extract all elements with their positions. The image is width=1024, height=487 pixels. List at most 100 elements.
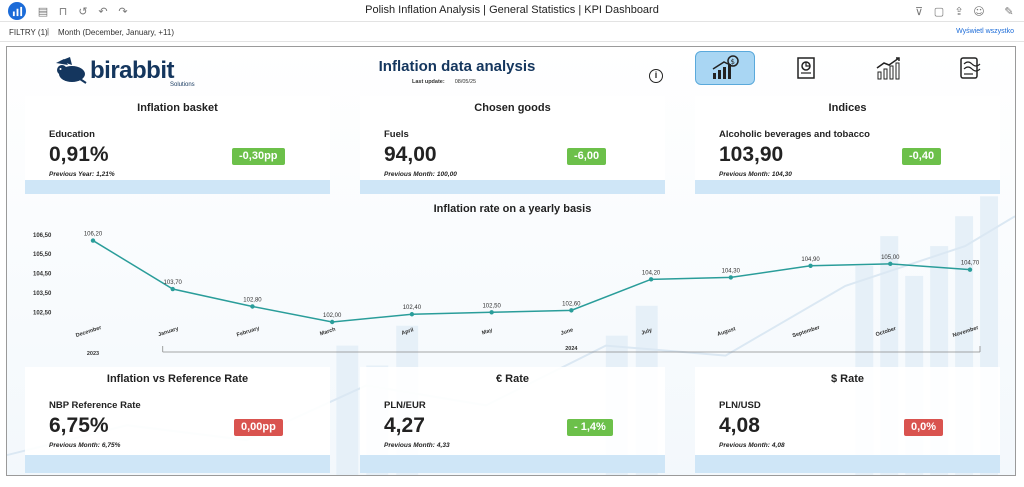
series-line bbox=[92, 239, 971, 323]
data-point bbox=[329, 319, 335, 325]
previous-label: Previous Month: bbox=[384, 171, 435, 178]
data-label: 104,30 bbox=[722, 268, 741, 274]
chart-title: Inflation rate on a yearly basis bbox=[433, 203, 592, 215]
card-subtitle: Fuels bbox=[384, 129, 409, 140]
data-point bbox=[409, 312, 415, 317]
previous-number: 1,21% bbox=[96, 171, 115, 178]
app-title: Polish Inflation Analysis | General Stat… bbox=[365, 4, 659, 16]
x-tick-label: December bbox=[75, 325, 103, 339]
change-badge: -0,40 bbox=[902, 148, 942, 165]
previous-number: 4,33 bbox=[436, 442, 450, 449]
data-label: 104,70 bbox=[961, 261, 980, 267]
card-value: 4,27 bbox=[384, 414, 425, 437]
card-title: Indices bbox=[828, 102, 867, 114]
redo-icon[interactable]: ↷ bbox=[118, 4, 128, 18]
card-strip bbox=[360, 180, 665, 194]
x-tick-label: January bbox=[157, 326, 180, 339]
previous-number: 104,30 bbox=[771, 171, 792, 178]
card-title: € Rate bbox=[495, 373, 530, 385]
data-point bbox=[489, 310, 494, 315]
document-icon[interactable]: ▤ bbox=[37, 4, 49, 18]
dashboard-canvas: birabbit Solutions Inflation data analys… bbox=[6, 46, 1016, 476]
data-label: 106,20 bbox=[84, 232, 103, 238]
card-strip bbox=[25, 180, 330, 194]
show-all-link[interactable]: Wyświetl wszystko bbox=[956, 28, 1014, 35]
data-point bbox=[888, 261, 893, 267]
previous-label: Previous Month: bbox=[384, 442, 435, 449]
info-icon[interactable]: i bbox=[649, 69, 663, 83]
data-label: 102,00 bbox=[323, 313, 342, 319]
change-badge: 0,00pp bbox=[234, 419, 283, 436]
x-tick-label: August bbox=[717, 326, 737, 338]
previous-number: 6,75% bbox=[101, 442, 121, 449]
card-title: Chosen goods bbox=[474, 102, 551, 114]
undo-icon[interactable]: ↶ bbox=[98, 4, 108, 18]
data-label: 102,60 bbox=[562, 301, 581, 307]
card-title: Inflation vs Reference Rate bbox=[106, 373, 249, 385]
card-subtitle: PLN/EUR bbox=[384, 400, 426, 411]
year-label: 2023 bbox=[87, 351, 99, 357]
dashboard-title: Inflation data analysis bbox=[378, 58, 536, 75]
nav-document-stats[interactable] bbox=[777, 51, 837, 85]
x-tick-label: June bbox=[560, 327, 574, 337]
x-tick-label: July bbox=[641, 327, 654, 336]
user-icon[interactable]: ☺ bbox=[973, 4, 985, 18]
previous-number: 100,00 bbox=[436, 171, 457, 178]
y-tick-label: 106,50 bbox=[33, 233, 52, 239]
filter-chip-month[interactable]: Month (December, January, +11) bbox=[58, 28, 174, 37]
bar-chart-icon[interactable] bbox=[8, 2, 26, 20]
card-strip bbox=[360, 455, 665, 473]
data-point bbox=[967, 267, 973, 272]
rabbit-logo-icon bbox=[56, 57, 87, 84]
card-strip bbox=[695, 180, 1000, 194]
x-tick-label: March bbox=[319, 326, 337, 337]
data-point bbox=[250, 304, 255, 309]
filter-count[interactable]: FILTRY (1) bbox=[9, 28, 48, 37]
card-subtitle: Education bbox=[49, 129, 95, 140]
share-icon[interactable]: ⇪ bbox=[954, 4, 964, 18]
last-update: Last update: 08/05/25 bbox=[412, 79, 476, 85]
card-strip bbox=[695, 455, 1000, 473]
y-tick-label: 103,50 bbox=[33, 291, 52, 297]
nav-report[interactable] bbox=[941, 51, 1001, 85]
y-tick-label: 104,50 bbox=[33, 272, 52, 278]
change-badge: -6,00 bbox=[567, 148, 607, 165]
x-tick-label: September bbox=[792, 325, 822, 340]
card-title: $ Rate bbox=[830, 373, 865, 385]
kpi-card-reference-rate: Inflation vs Reference Rate NBP Referenc… bbox=[25, 367, 330, 473]
edit-icon[interactable]: ✎ bbox=[1004, 4, 1014, 18]
data-label: 102,80 bbox=[243, 297, 262, 303]
data-label: 104,20 bbox=[642, 270, 661, 276]
brand-name: birabbit bbox=[90, 57, 175, 84]
kpi-card-chosen-goods: Chosen goods Fuels 94,00 -6,00 Previous … bbox=[360, 96, 665, 194]
previous-label: Previous Month: bbox=[719, 442, 770, 449]
card-value: 103,90 bbox=[719, 143, 784, 166]
data-point bbox=[569, 308, 574, 313]
previous-value: Previous Year: 1,21% bbox=[49, 171, 115, 178]
data-point bbox=[170, 286, 175, 292]
previous-value: Previous Month: 104,30 bbox=[719, 171, 792, 178]
document-stats-icon bbox=[797, 57, 815, 79]
year-label: 2024 bbox=[565, 346, 578, 352]
nav-line-growth[interactable] bbox=[859, 51, 919, 85]
report-icon bbox=[960, 57, 981, 79]
brand-subtitle: Solutions bbox=[170, 82, 195, 88]
card-subtitle: NBP Reference Rate bbox=[49, 400, 141, 411]
bookmark-icon[interactable]: ⊓ bbox=[58, 4, 68, 18]
history-icon[interactable]: ↺ bbox=[78, 4, 88, 18]
filter-icon[interactable]: ⊽ bbox=[914, 4, 924, 18]
card-subtitle: Alcoholic beverages and tobacco bbox=[719, 129, 870, 140]
change-badge: -0,30pp bbox=[232, 148, 285, 165]
card-value: 6,75% bbox=[49, 414, 109, 437]
data-label: 102,40 bbox=[403, 305, 422, 311]
data-label: 104,90 bbox=[801, 257, 820, 263]
comment-icon[interactable]: ▢ bbox=[933, 4, 945, 18]
change-badge: 0,0% bbox=[904, 419, 944, 436]
card-subtitle: PLN/USD bbox=[719, 400, 761, 411]
filter-separator: | bbox=[47, 27, 50, 36]
nav-money-growth[interactable]: $ bbox=[695, 51, 755, 85]
previous-number: 4,08 bbox=[771, 442, 785, 449]
card-value: 4,08 bbox=[719, 414, 760, 437]
brand-logo: birabbit Solutions bbox=[52, 55, 212, 89]
previous-value: Previous Month: 4,33 bbox=[384, 442, 450, 449]
